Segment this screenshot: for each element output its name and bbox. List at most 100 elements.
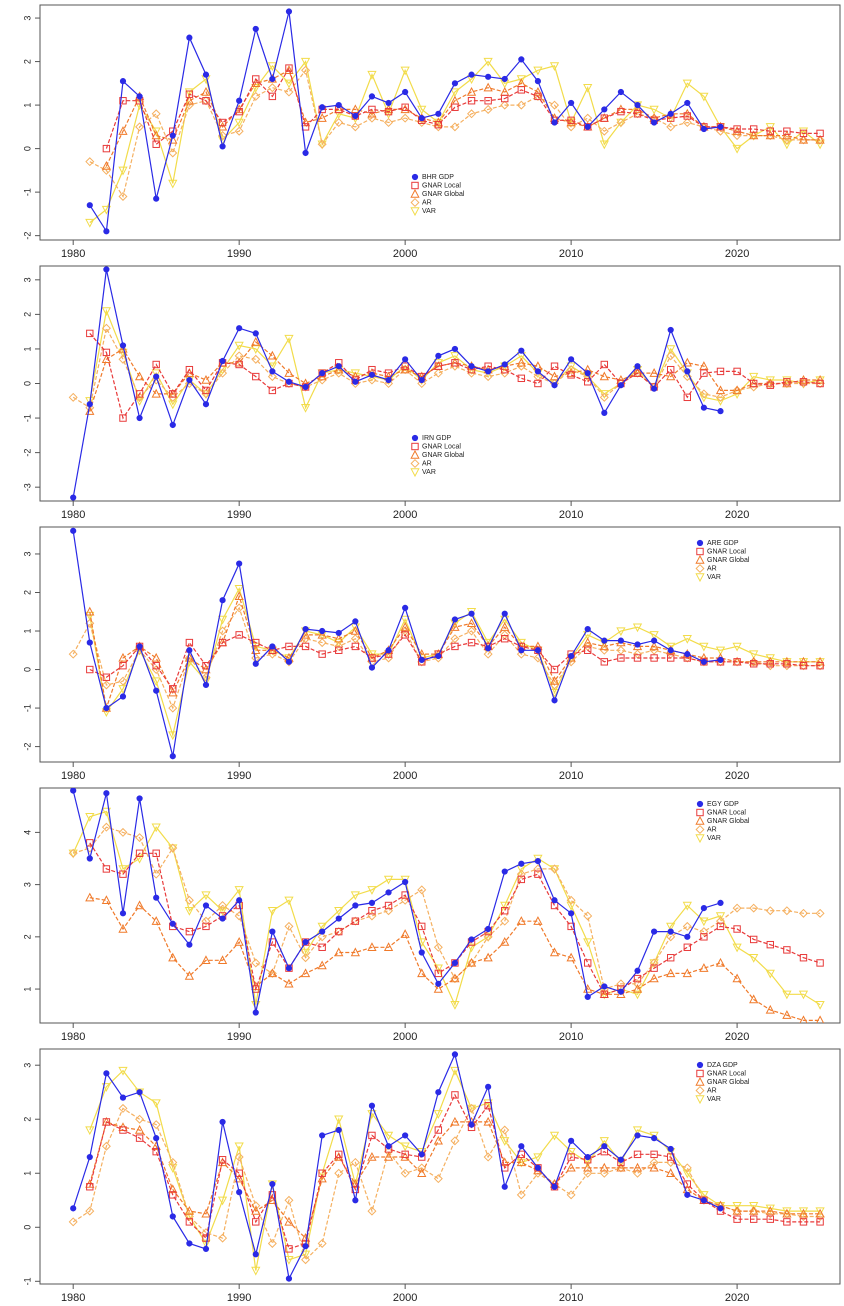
point: [599, 371, 609, 381]
x-tick-label: 2020: [725, 1031, 749, 1043]
point: [102, 673, 111, 681]
point: [400, 66, 410, 76]
point: [749, 125, 758, 133]
point: [367, 108, 377, 118]
point: [201, 672, 211, 682]
point: [583, 1168, 593, 1178]
point: [765, 130, 775, 140]
point: [468, 610, 475, 617]
point: [135, 390, 144, 398]
point: [517, 86, 526, 94]
point: [334, 1168, 344, 1178]
point: [202, 1245, 210, 1252]
point: [468, 71, 475, 78]
point: [501, 1183, 508, 1190]
point: [749, 656, 759, 666]
point: [682, 901, 692, 911]
point: [634, 101, 641, 109]
point: [501, 907, 509, 915]
point: [551, 897, 558, 904]
point: [667, 326, 674, 334]
point: [86, 329, 94, 338]
point: [418, 115, 425, 122]
point: [70, 527, 77, 534]
point: [617, 988, 625, 995]
point: [268, 92, 277, 101]
point: [782, 1208, 792, 1218]
point: [383, 875, 394, 885]
point: [717, 1205, 724, 1212]
point: [70, 1205, 77, 1212]
plot-frame: [39, 787, 841, 1024]
point: [417, 885, 427, 895]
point: [483, 649, 493, 659]
point: [450, 361, 460, 371]
point: [86, 202, 93, 209]
legend-label: IRN GDP: [422, 435, 452, 442]
point: [101, 680, 111, 690]
point: [86, 665, 94, 674]
point: [251, 336, 261, 346]
y-tick-label: 1: [22, 346, 32, 351]
point: [700, 905, 708, 912]
series-line: [89, 308, 821, 410]
point: [816, 1218, 824, 1226]
point: [401, 103, 409, 111]
point: [600, 114, 609, 122]
point: [368, 105, 376, 114]
point: [335, 915, 342, 922]
point: [533, 66, 543, 76]
point: [334, 641, 344, 651]
x-tick-label: 2020: [725, 509, 749, 521]
point: [651, 928, 658, 935]
point: [368, 1131, 376, 1140]
point: [136, 93, 143, 100]
point: [566, 1162, 576, 1172]
point: [798, 1207, 809, 1217]
point: [518, 860, 525, 867]
point: [667, 647, 674, 654]
point: [799, 129, 808, 138]
point: [650, 964, 658, 972]
legend-label: BHR GDP: [422, 174, 454, 181]
point: [351, 642, 360, 651]
point: [684, 651, 691, 658]
legend-marker: [410, 207, 420, 217]
point: [601, 1143, 608, 1150]
point: [616, 627, 626, 637]
point: [85, 606, 95, 616]
point: [583, 911, 593, 921]
point: [185, 1218, 194, 1226]
point: [649, 641, 659, 651]
point: [402, 604, 409, 612]
point: [682, 372, 692, 382]
point: [101, 323, 111, 333]
point: [434, 120, 443, 129]
point: [202, 681, 210, 689]
point: [251, 83, 261, 93]
point: [599, 1168, 609, 1178]
point: [301, 642, 310, 651]
point: [782, 656, 792, 666]
point: [151, 1120, 161, 1130]
point: [218, 1156, 227, 1164]
y-tick-label: -1: [22, 1277, 32, 1285]
point: [184, 378, 194, 389]
point: [335, 1150, 343, 1159]
point: [267, 350, 277, 360]
point: [302, 149, 309, 157]
point: [567, 922, 575, 931]
point: [649, 958, 659, 968]
point: [368, 371, 376, 378]
point: [766, 660, 774, 668]
point: [568, 652, 575, 660]
point: [567, 1153, 575, 1161]
point: [434, 362, 443, 370]
point: [284, 368, 294, 377]
point: [301, 634, 311, 644]
point: [783, 378, 791, 386]
point: [683, 1180, 692, 1188]
point: [302, 938, 309, 946]
point: [317, 960, 327, 970]
